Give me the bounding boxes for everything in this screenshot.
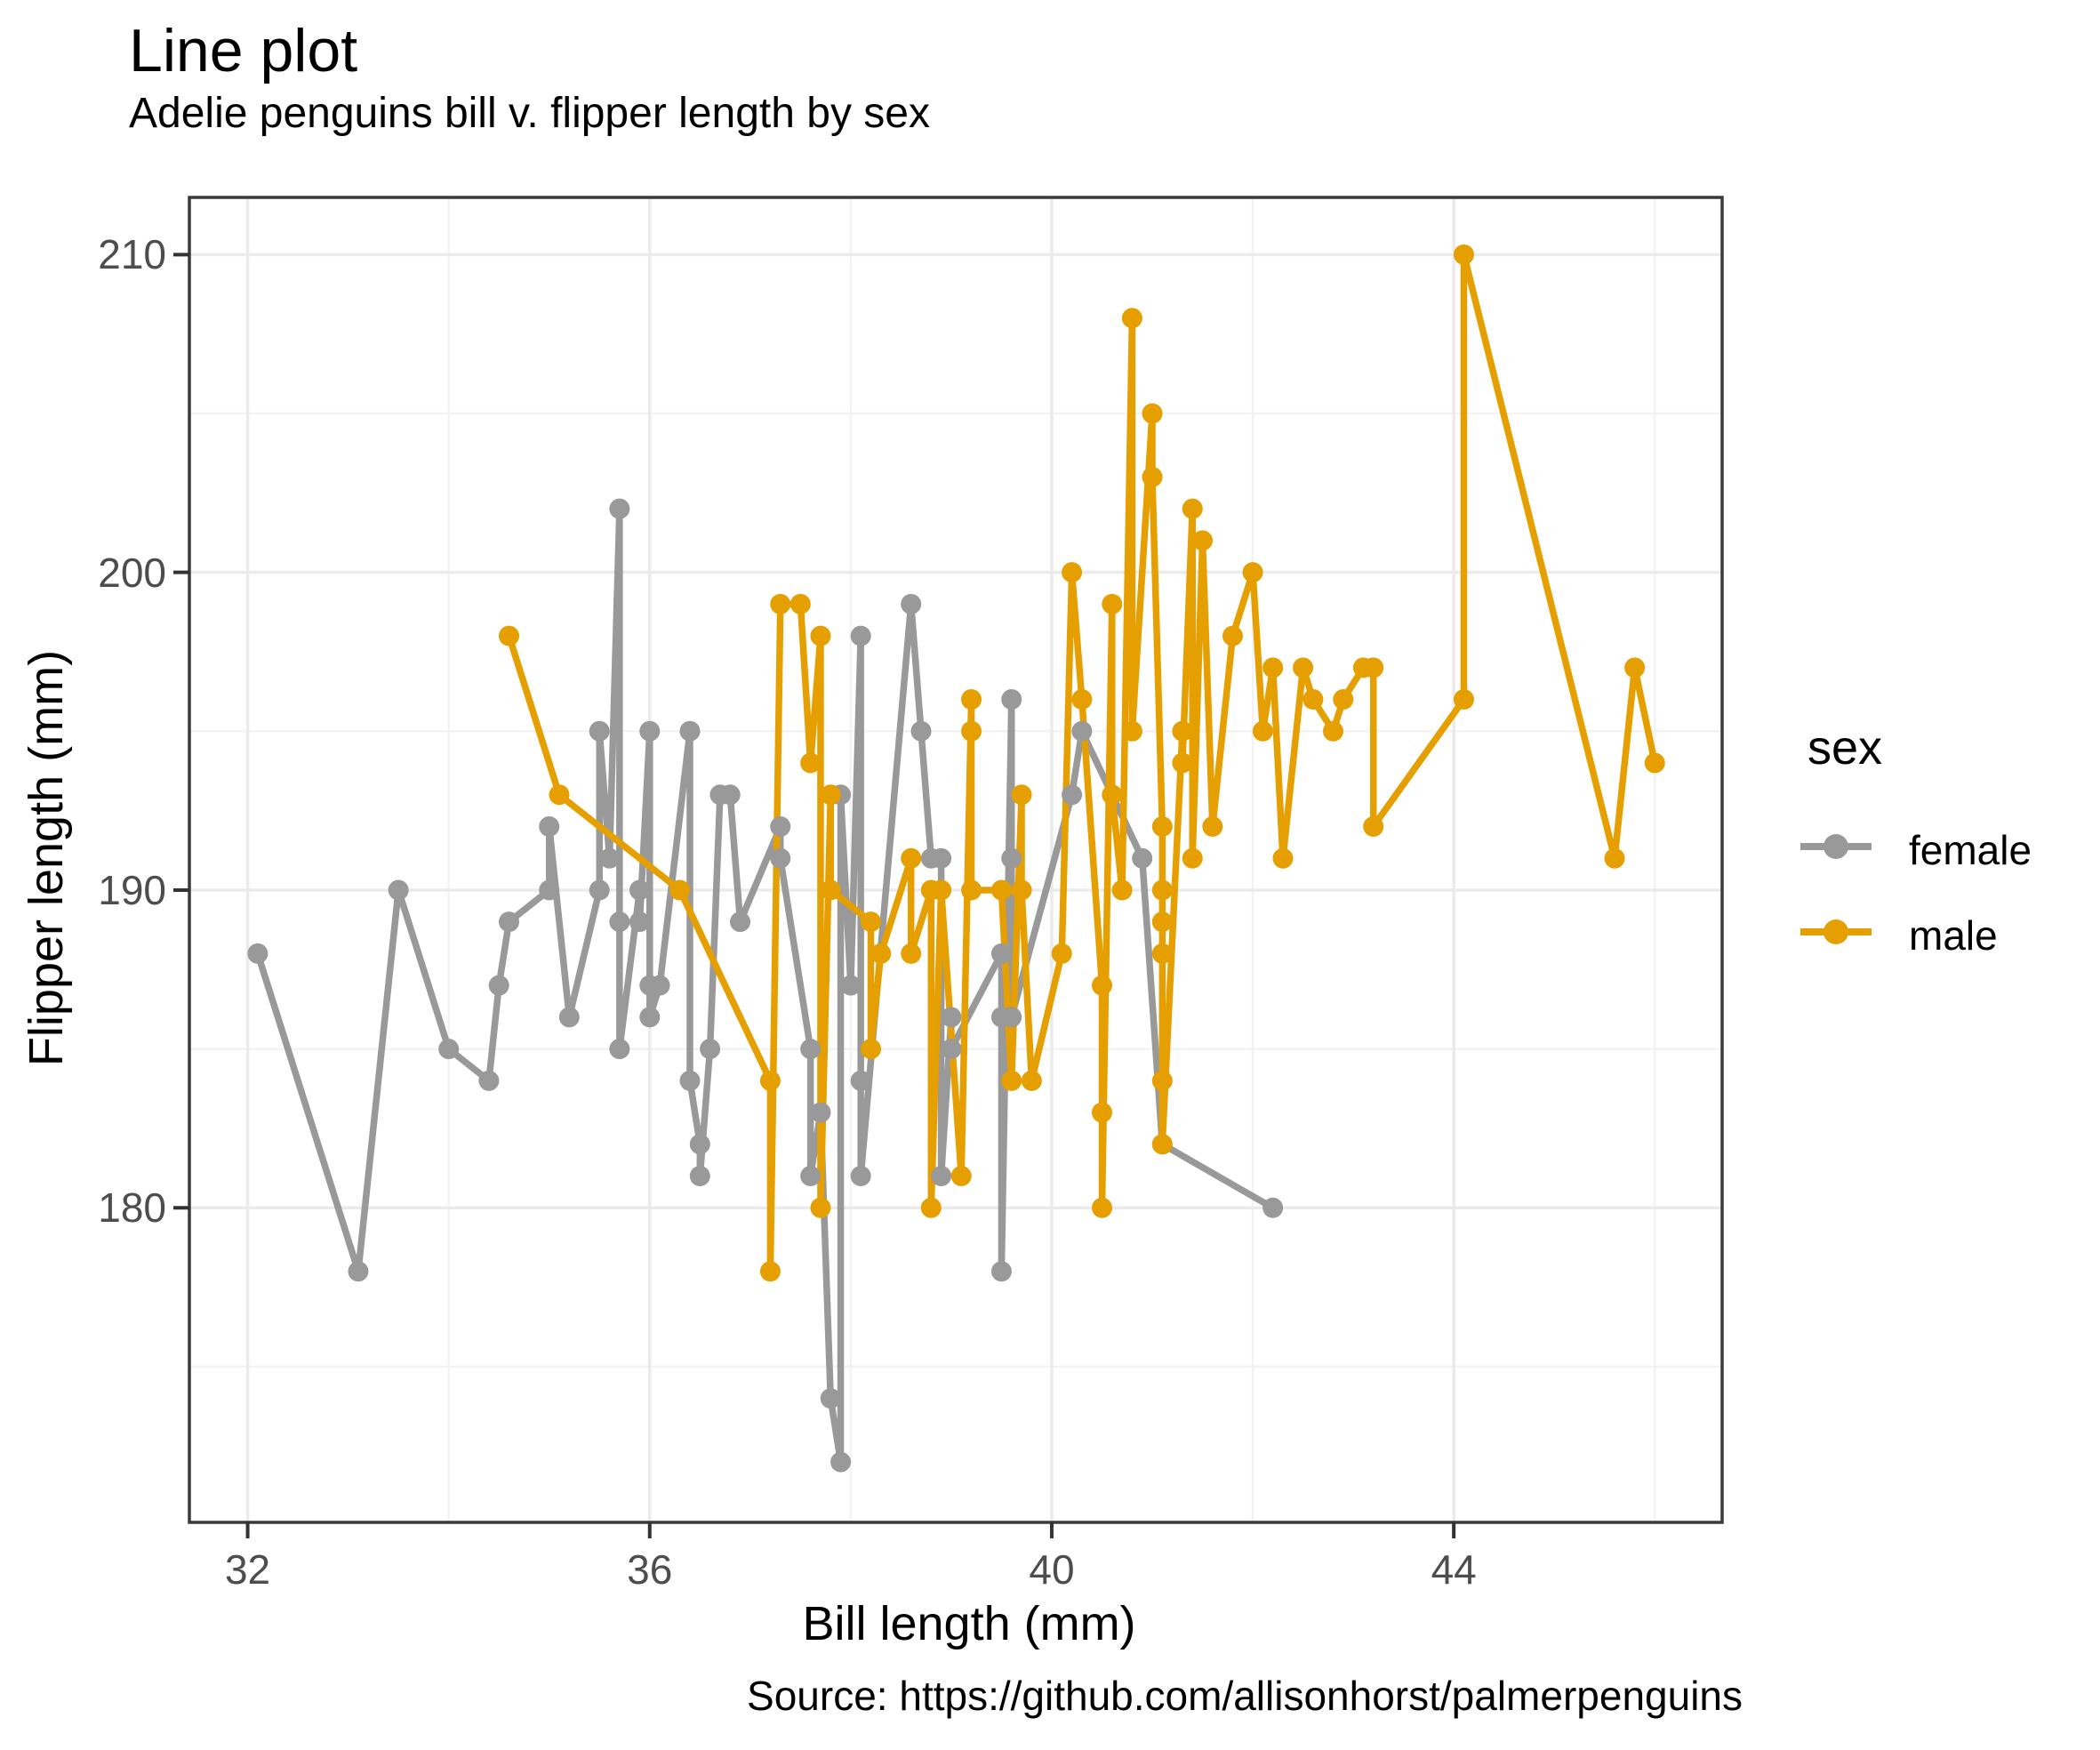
legend-label-male: male (1909, 912, 1998, 959)
y-tick-label: 190 (98, 866, 166, 913)
y-axis-title: Flipper length (mm) (20, 649, 73, 1067)
legend-label-female: female (1909, 827, 2032, 873)
legend-key-female-icon (1800, 820, 1872, 873)
y-tick-label: 200 (98, 549, 166, 596)
legend-item-female: female (1800, 820, 2094, 873)
x-tick-label: 32 (224, 1546, 271, 1593)
x-tick-label: 36 (627, 1546, 673, 1593)
page-subtitle: Adelie penguins bill v. flipper length b… (129, 90, 930, 137)
legend-item-male: male (1800, 905, 2094, 959)
y-tick-label: 210 (98, 231, 166, 278)
x-axis-title: Bill length (mm) (802, 1597, 1136, 1650)
legend-key-male-icon (1800, 905, 1872, 959)
y-tick-label: 180 (98, 1184, 166, 1232)
source-caption: Source: https://github.com/allisonhorst/… (747, 1673, 1743, 1719)
legend: sex female male (1800, 720, 2094, 991)
x-tick-label: 44 (1431, 1546, 1477, 1593)
page-title: Line plot (129, 17, 358, 84)
legend-title: sex (1807, 721, 1883, 775)
x-tick-label: 40 (1029, 1546, 1075, 1593)
